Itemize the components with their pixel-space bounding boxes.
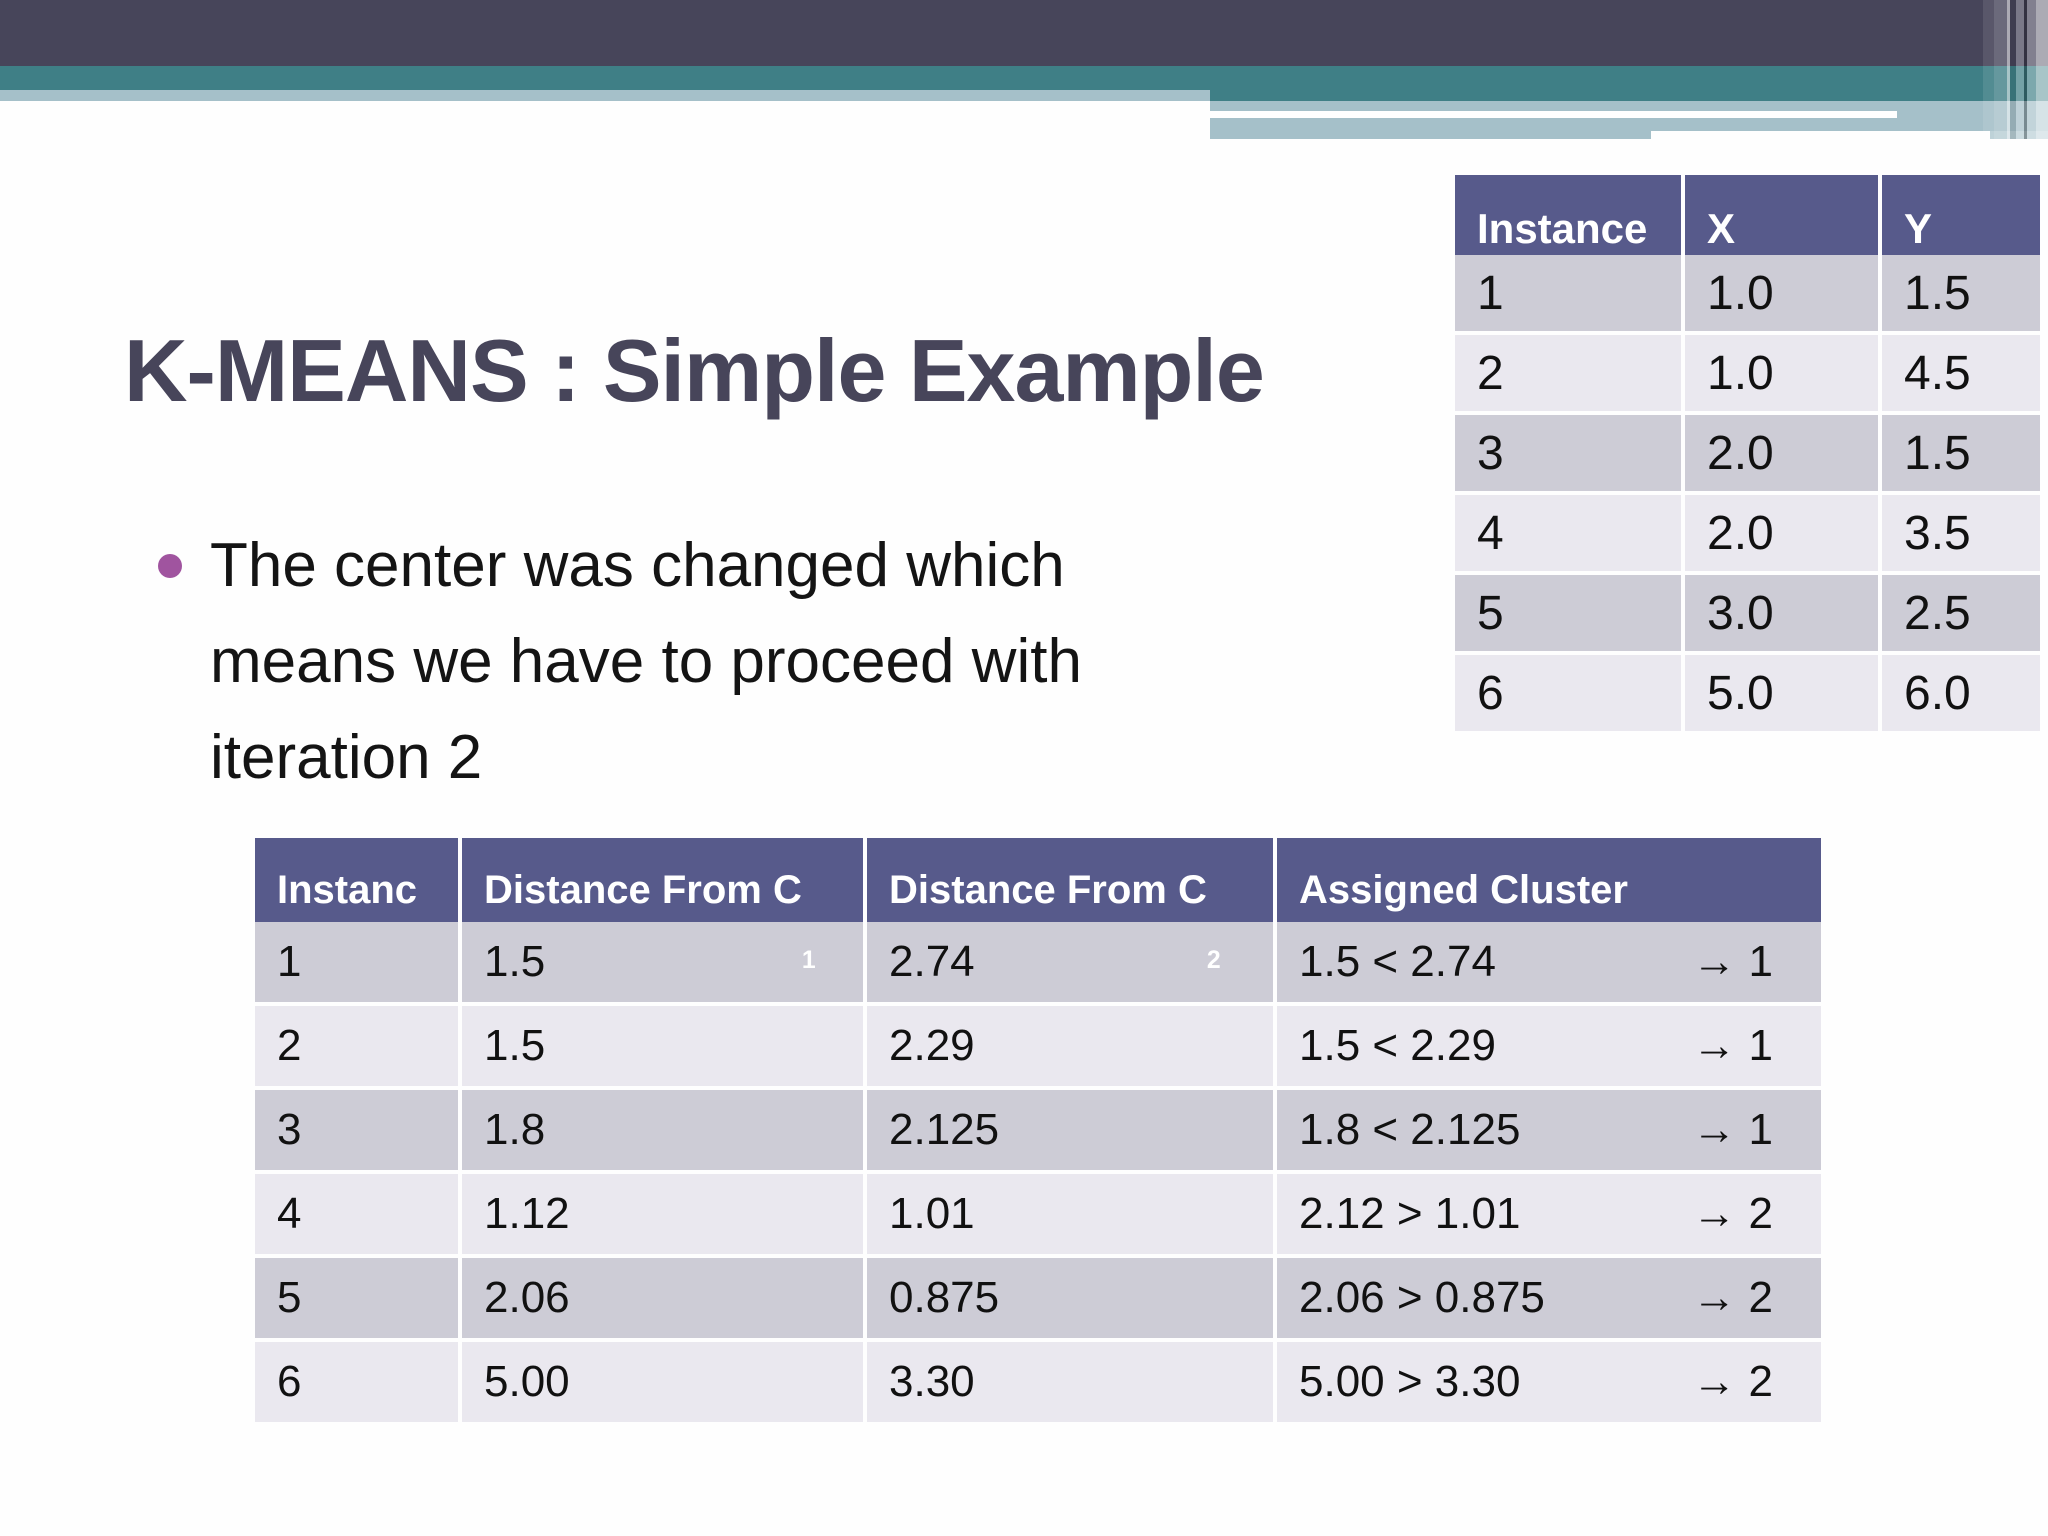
points-cell-y: 6.0 <box>1882 655 2040 731</box>
bullet-line: iteration 2 <box>210 723 483 792</box>
points-cell-no: 6 <box>1455 655 1681 731</box>
top-teal-bar <box>0 66 2048 90</box>
points-cell-y: 4.5 <box>1882 335 2040 411</box>
points-cell-no: 5 <box>1455 575 1681 651</box>
points-cell-no: 1 <box>1455 255 1681 331</box>
distance-cell-d2: 2.125 <box>867 1090 1273 1170</box>
points-cell-x: 2.0 <box>1685 495 1878 571</box>
distance-table: Instance No Distance From C1 Distance Fr… <box>255 838 1821 1422</box>
points-cell-no: 3 <box>1455 415 1681 491</box>
deco-vertical-stripe <box>2027 0 2036 139</box>
deco-vertical-stripe <box>1994 0 2007 139</box>
points-cell-x: 5.0 <box>1685 655 1878 731</box>
distance-cell-d2: 2.29 <box>867 1006 1273 1086</box>
points-cell-no: 4 <box>1455 495 1681 571</box>
deco-vertical-stripe <box>2024 0 2027 139</box>
distance-cell-d1: 1.12 <box>462 1174 863 1254</box>
points-cell-y: 1.5 <box>1882 255 2040 331</box>
distance-cell-no: 1 <box>255 922 458 1002</box>
deco-vertical-stripe <box>1983 0 1994 139</box>
slide-title: K-MEANS : Simple Example <box>124 321 1265 420</box>
distance-cell-no: 6 <box>255 1342 458 1422</box>
distance-cell-d2: 1.01 <box>867 1174 1273 1254</box>
distance-cell-d1: 1.5 <box>462 1006 863 1086</box>
assigned-arrow-value: → 1 <box>1692 1105 1773 1154</box>
bullet-item: The center was changed which means we ha… <box>140 518 1360 806</box>
distance-cell-d1: 1.5 <box>462 922 863 1002</box>
comparison-text: 1.8 < 2.125 <box>1299 1105 1521 1154</box>
distance-cell-no: 2 <box>255 1006 458 1086</box>
top-lightblue-bar <box>0 90 1210 101</box>
points-cell-y: 1.5 <box>1882 415 2040 491</box>
deco-vertical-stripe <box>2036 0 2048 139</box>
points-cell-x: 3.0 <box>1685 575 1878 651</box>
assigned-arrow-value: → 2 <box>1692 1189 1773 1238</box>
assigned-arrow-value: → 1 <box>1692 937 1773 986</box>
top-dark-bar <box>0 0 2048 66</box>
assigned-arrow-value: → 2 <box>1692 1357 1773 1406</box>
points-cell-no: 2 <box>1455 335 1681 411</box>
comparison-text: 2.06 > 0.875 <box>1299 1273 1545 1322</box>
points-cell-x: 1.0 <box>1685 335 1878 411</box>
points-cell-y: 2.5 <box>1882 575 2040 651</box>
distance-cell-assigned: 1.8 < 2.125 → 1 <box>1277 1090 1821 1170</box>
points-table: Instance No X Y 1 1.0 1.5 2 1.0 4.5 3 2.… <box>1455 175 2040 731</box>
bullet-dot-icon <box>158 554 182 578</box>
header-label: Distance From C <box>484 868 802 912</box>
deco-vertical-stripe <box>2007 0 2010 139</box>
deco-light-lower-band <box>1210 131 1651 139</box>
points-cell-y: 3.5 <box>1882 495 2040 571</box>
deco-light-corner <box>1990 131 2048 139</box>
distance-cell-no: 3 <box>255 1090 458 1170</box>
header-label: Distance From C <box>889 868 1207 912</box>
comparison-text: 1.5 < 2.29 <box>1299 1021 1496 1070</box>
comparison-text: 1.5 < 2.74 <box>1299 937 1496 986</box>
bullet-line: The center was changed which <box>210 531 1065 600</box>
distance-cell-assigned: 5.00 > 3.30 → 2 <box>1277 1342 1821 1422</box>
distance-cell-assigned: 1.5 < 2.29 → 1 <box>1277 1006 1821 1086</box>
distance-cell-d1: 2.06 <box>462 1258 863 1338</box>
deco-white-stripe <box>1210 111 1897 118</box>
deco-vertical-stripe <box>2010 0 2016 139</box>
points-cell-x: 2.0 <box>1685 415 1878 491</box>
distance-cell-no: 4 <box>255 1174 458 1254</box>
deco-vertical-stripe <box>2016 0 2024 139</box>
distance-cell-d2: 3.30 <box>867 1342 1273 1422</box>
comparison-text: 2.12 > 1.01 <box>1299 1189 1521 1238</box>
comparison-text: 5.00 > 3.30 <box>1299 1357 1521 1406</box>
distance-cell-assigned: 1.5 < 2.74 → 1 <box>1277 922 1821 1002</box>
deco-teal-extension <box>1210 90 2048 101</box>
distance-cell-d1: 1.8 <box>462 1090 863 1170</box>
distance-cell-d2: 2.74 <box>867 922 1273 1002</box>
distance-cell-d1: 5.00 <box>462 1342 863 1422</box>
bullet-line: means we have to proceed with <box>210 627 1082 696</box>
distance-cell-assigned: 2.06 > 0.875 → 2 <box>1277 1258 1821 1338</box>
header-label: Assigned Cluster <box>1299 868 1628 912</box>
assigned-arrow-value: → 1 <box>1692 1021 1773 1070</box>
points-cell-x: 1.0 <box>1685 255 1878 331</box>
distance-cell-d2: 0.875 <box>867 1258 1273 1338</box>
assigned-arrow-value: → 2 <box>1692 1273 1773 1322</box>
distance-cell-no: 5 <box>255 1258 458 1338</box>
distance-cell-assigned: 2.12 > 1.01 → 2 <box>1277 1174 1821 1254</box>
